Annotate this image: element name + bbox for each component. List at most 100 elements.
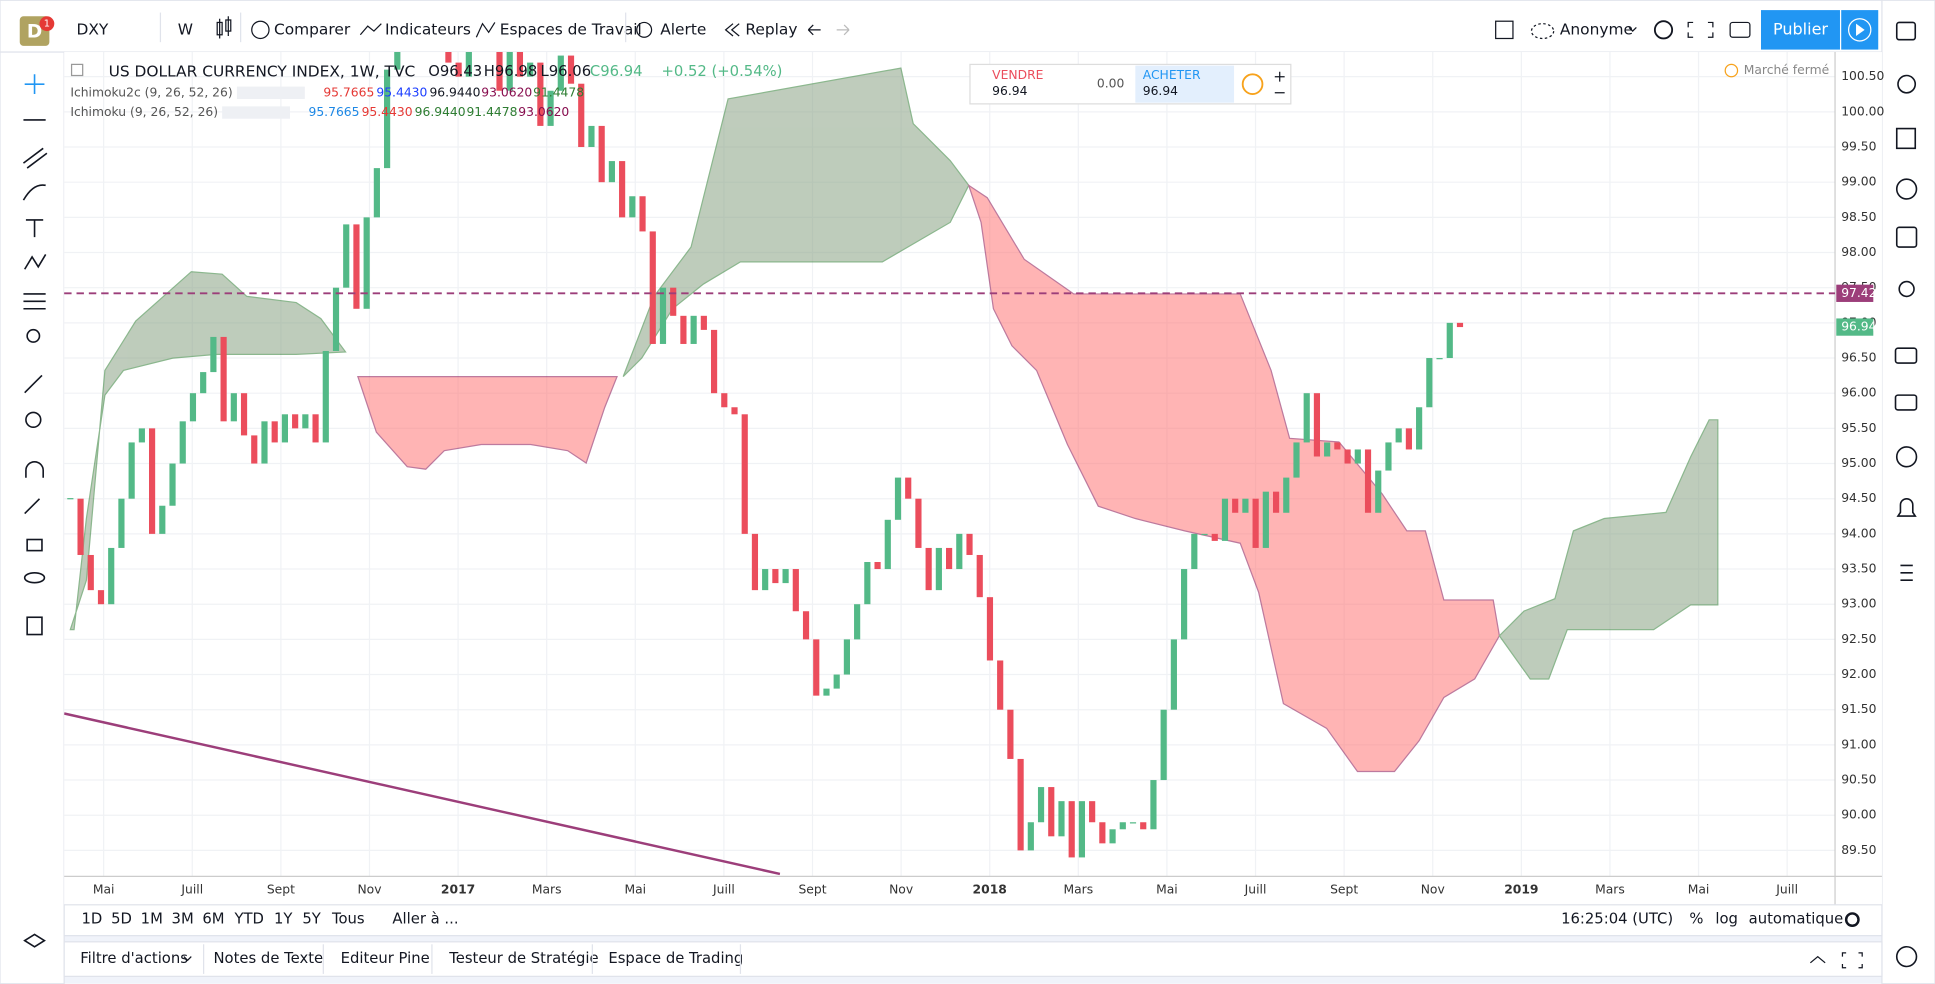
zoom-tool[interactable]	[25, 411, 42, 429]
lock-tool[interactable]	[26, 538, 43, 552]
panel-tab[interactable]: Editeur Pine	[341, 950, 430, 967]
account[interactable]: Anonyme	[1560, 20, 1633, 38]
workspaces-button[interactable]: Espaces de Travail	[500, 20, 642, 38]
range-button[interactable]: 1Y	[274, 911, 293, 928]
undo[interactable]	[807, 24, 821, 36]
help-button[interactable]	[1895, 945, 1918, 968]
range-button[interactable]: 3M	[172, 911, 194, 928]
candle	[516, 52, 524, 77]
auto-toggle[interactable]: automatique	[1749, 911, 1844, 928]
play-icon	[1856, 23, 1865, 37]
info-button[interactable]	[1241, 73, 1264, 95]
range-button[interactable]: Tous	[331, 911, 365, 928]
x-tick-label: Nov	[1421, 882, 1445, 896]
brush-tool[interactable]	[22, 184, 46, 201]
collapse-legend[interactable]	[70, 63, 84, 77]
indicator-value: 96.9440	[429, 85, 480, 99]
alert-button[interactable]: Alerte	[660, 20, 706, 38]
x-tick-label: 2017	[441, 882, 475, 896]
chat-button[interactable]	[1894, 347, 1918, 364]
candle-type-icon[interactable]	[216, 16, 232, 39]
interval[interactable]: W	[178, 20, 193, 38]
quantity-buttons[interactable]	[1274, 71, 1285, 94]
collapse-panel[interactable]	[1809, 955, 1826, 964]
candle	[1252, 498, 1259, 548]
alerts-button[interactable]	[1897, 74, 1917, 94]
indicator-value: 96.9440	[415, 105, 466, 119]
text-tool[interactable]	[25, 219, 44, 238]
range-button[interactable]: 5D	[111, 911, 132, 928]
panel-tab[interactable]: Espace de Trading	[608, 950, 743, 967]
last-price-tag	[1836, 318, 1874, 336]
candle	[629, 196, 636, 218]
ideas-button[interactable]	[1898, 280, 1915, 298]
snapshot-button[interactable]	[1729, 21, 1751, 38]
candle	[731, 407, 738, 415]
candle	[823, 688, 830, 696]
candle	[925, 547, 932, 591]
measure-tool[interactable]	[24, 374, 43, 394]
pattern-tool[interactable]	[23, 254, 47, 270]
range-button[interactable]: 6M	[202, 911, 224, 928]
range-button[interactable]: 5Y	[302, 911, 321, 928]
range-button[interactable]: YTD	[233, 911, 263, 928]
x-tick-label: Mai	[1688, 882, 1710, 896]
more-button[interactable]	[1900, 564, 1913, 582]
fullscreen-button[interactable]	[1687, 21, 1714, 38]
workspaces-icon	[475, 22, 496, 38]
layout-button[interactable]	[1495, 20, 1514, 40]
buy-button[interactable]	[1135, 65, 1235, 103]
range-button[interactable]: 1D	[81, 911, 102, 928]
sell-label[interactable]: VENDRE	[992, 68, 1043, 82]
notifications-button[interactable]	[1896, 497, 1917, 517]
watchlist-button[interactable]	[1895, 21, 1917, 41]
fib-tool[interactable]	[22, 147, 48, 169]
lock-drawing-tool[interactable]	[24, 498, 41, 515]
candle	[1099, 822, 1106, 844]
range-button[interactable]: 1M	[141, 911, 163, 928]
clock: 16:25:04 (UTC)	[1561, 911, 1673, 928]
hotlists-button[interactable]	[1895, 178, 1918, 200]
publish-button[interactable]	[1760, 10, 1840, 50]
news-button[interactable]	[1895, 127, 1917, 150]
compare-button[interactable]: Comparer	[274, 20, 351, 38]
candle	[1426, 358, 1433, 408]
maximize-panel[interactable]	[1841, 952, 1863, 969]
candle	[1089, 801, 1096, 823]
crosshair-tool[interactable]	[24, 74, 45, 95]
candle	[312, 414, 319, 443]
symbol[interactable]: DXY	[77, 20, 109, 38]
search-tool[interactable]	[26, 328, 41, 343]
panel-tab[interactable]: Filtre d'actions	[80, 950, 188, 967]
percent-toggle[interactable]: %	[1689, 911, 1703, 928]
panel-tab[interactable]: Testeur de Stratégie	[448, 950, 598, 967]
magnet-tool[interactable]	[25, 460, 44, 478]
indicators-button[interactable]: Indicateurs	[385, 20, 471, 38]
redo[interactable]	[836, 24, 850, 36]
messages-button[interactable]	[1894, 394, 1918, 411]
goto-date[interactable]: Aller à ...	[392, 911, 458, 928]
indicator-value: 93.0620	[518, 105, 569, 119]
market-status-icon	[1724, 63, 1739, 78]
log-toggle[interactable]: log	[1715, 911, 1738, 928]
y-tick-label: 95.50	[1841, 421, 1876, 435]
chart-settings[interactable]	[1844, 912, 1860, 928]
streams-button[interactable]	[1895, 446, 1918, 468]
panel-tab[interactable]: Notes de Texte	[213, 950, 323, 967]
replay-button[interactable]: Replay	[745, 20, 797, 38]
settings-button[interactable]	[1653, 20, 1674, 40]
delete-tool[interactable]	[26, 616, 43, 636]
object-tree[interactable]	[23, 933, 46, 948]
candles	[67, 52, 1464, 858]
candle	[619, 161, 626, 218]
candle	[1170, 639, 1177, 710]
candle	[230, 393, 237, 422]
candle	[547, 90, 554, 126]
prediction-tool[interactable]	[23, 293, 46, 310]
candle	[1150, 780, 1157, 830]
candle	[373, 168, 380, 218]
visibility-tool[interactable]	[23, 572, 46, 584]
calendar-button[interactable]	[1895, 226, 1918, 248]
sell-price[interactable]: 96.94	[992, 84, 1027, 98]
